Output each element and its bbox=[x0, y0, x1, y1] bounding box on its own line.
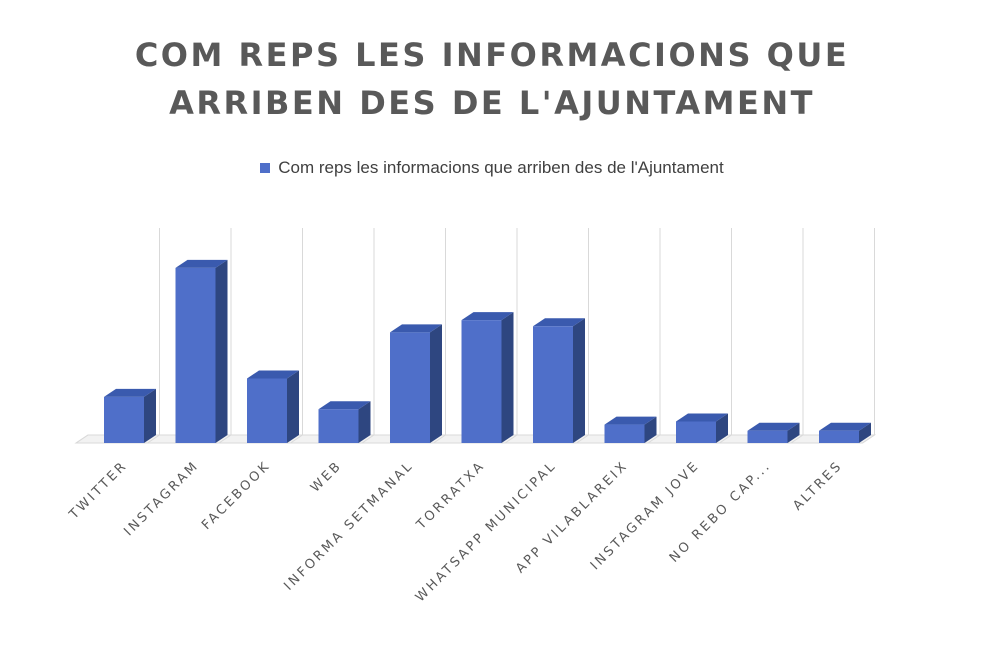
bar-top bbox=[175, 259, 228, 268]
bar bbox=[676, 421, 716, 443]
bar-top bbox=[104, 388, 156, 397]
bar bbox=[461, 320, 502, 443]
legend-label: Com reps les informacions que arriben de… bbox=[278, 158, 724, 177]
bar-top bbox=[318, 401, 371, 410]
bar bbox=[747, 430, 788, 443]
floor-divider bbox=[504, 434, 518, 444]
bar-side bbox=[215, 259, 228, 443]
bar-top bbox=[390, 324, 442, 333]
bar bbox=[390, 332, 430, 443]
x-tick-label: INSTAGRAM bbox=[121, 458, 202, 539]
bar-side bbox=[644, 416, 657, 443]
x-tick-label: ALTRES bbox=[790, 458, 845, 513]
bar bbox=[819, 430, 859, 443]
bar-side bbox=[787, 422, 800, 443]
bar-side bbox=[358, 401, 371, 443]
x-tick-label: TORRATXA bbox=[413, 458, 488, 533]
chart-title-line-1: COM REPS LES INFORMACIONS QUE bbox=[134, 36, 850, 74]
floor-divider bbox=[218, 434, 232, 444]
floor-divider bbox=[576, 434, 589, 444]
bar-side bbox=[501, 312, 514, 443]
bar-top bbox=[747, 422, 800, 431]
bar-top bbox=[461, 312, 514, 321]
bar-top bbox=[676, 413, 728, 422]
floor-divider bbox=[361, 434, 375, 444]
floor-divider bbox=[647, 434, 661, 444]
bar-side bbox=[573, 318, 585, 443]
floor-divider bbox=[790, 434, 804, 444]
x-tick-label: TWITTER bbox=[66, 458, 131, 523]
floor-divider bbox=[75, 434, 89, 444]
bar-top bbox=[604, 416, 657, 425]
bar bbox=[533, 326, 573, 443]
chart-title-line-2: ARRIBEN DES DE L'AJUNTAMENT bbox=[169, 84, 815, 122]
floor-divider bbox=[433, 434, 446, 444]
bar-side bbox=[716, 413, 728, 443]
bar bbox=[604, 424, 645, 443]
x-tick-label: WEB bbox=[308, 458, 345, 495]
legend-swatch bbox=[260, 163, 271, 173]
chart-legend: Com reps les informacions que arriben de… bbox=[0, 158, 984, 178]
floor-divider bbox=[290, 434, 303, 444]
floor-divider bbox=[862, 434, 875, 444]
x-tick-label: INFORMA SETMANAL bbox=[281, 458, 416, 593]
x-tick-label: WHATSAPP MUNICIPAL bbox=[413, 458, 560, 605]
bar-side bbox=[287, 370, 299, 443]
bar-top bbox=[533, 318, 585, 327]
floor-divider bbox=[147, 434, 160, 444]
floor-divider bbox=[719, 434, 732, 444]
bar-side bbox=[430, 324, 442, 443]
bar bbox=[318, 409, 359, 443]
bar bbox=[175, 267, 216, 443]
bar bbox=[247, 378, 287, 443]
bar bbox=[104, 396, 144, 443]
bar-top bbox=[819, 422, 871, 431]
bar-top bbox=[247, 370, 299, 379]
x-tick-label: FACEBOOK bbox=[199, 458, 274, 533]
bar-side bbox=[859, 422, 871, 443]
bar-side bbox=[144, 388, 156, 443]
